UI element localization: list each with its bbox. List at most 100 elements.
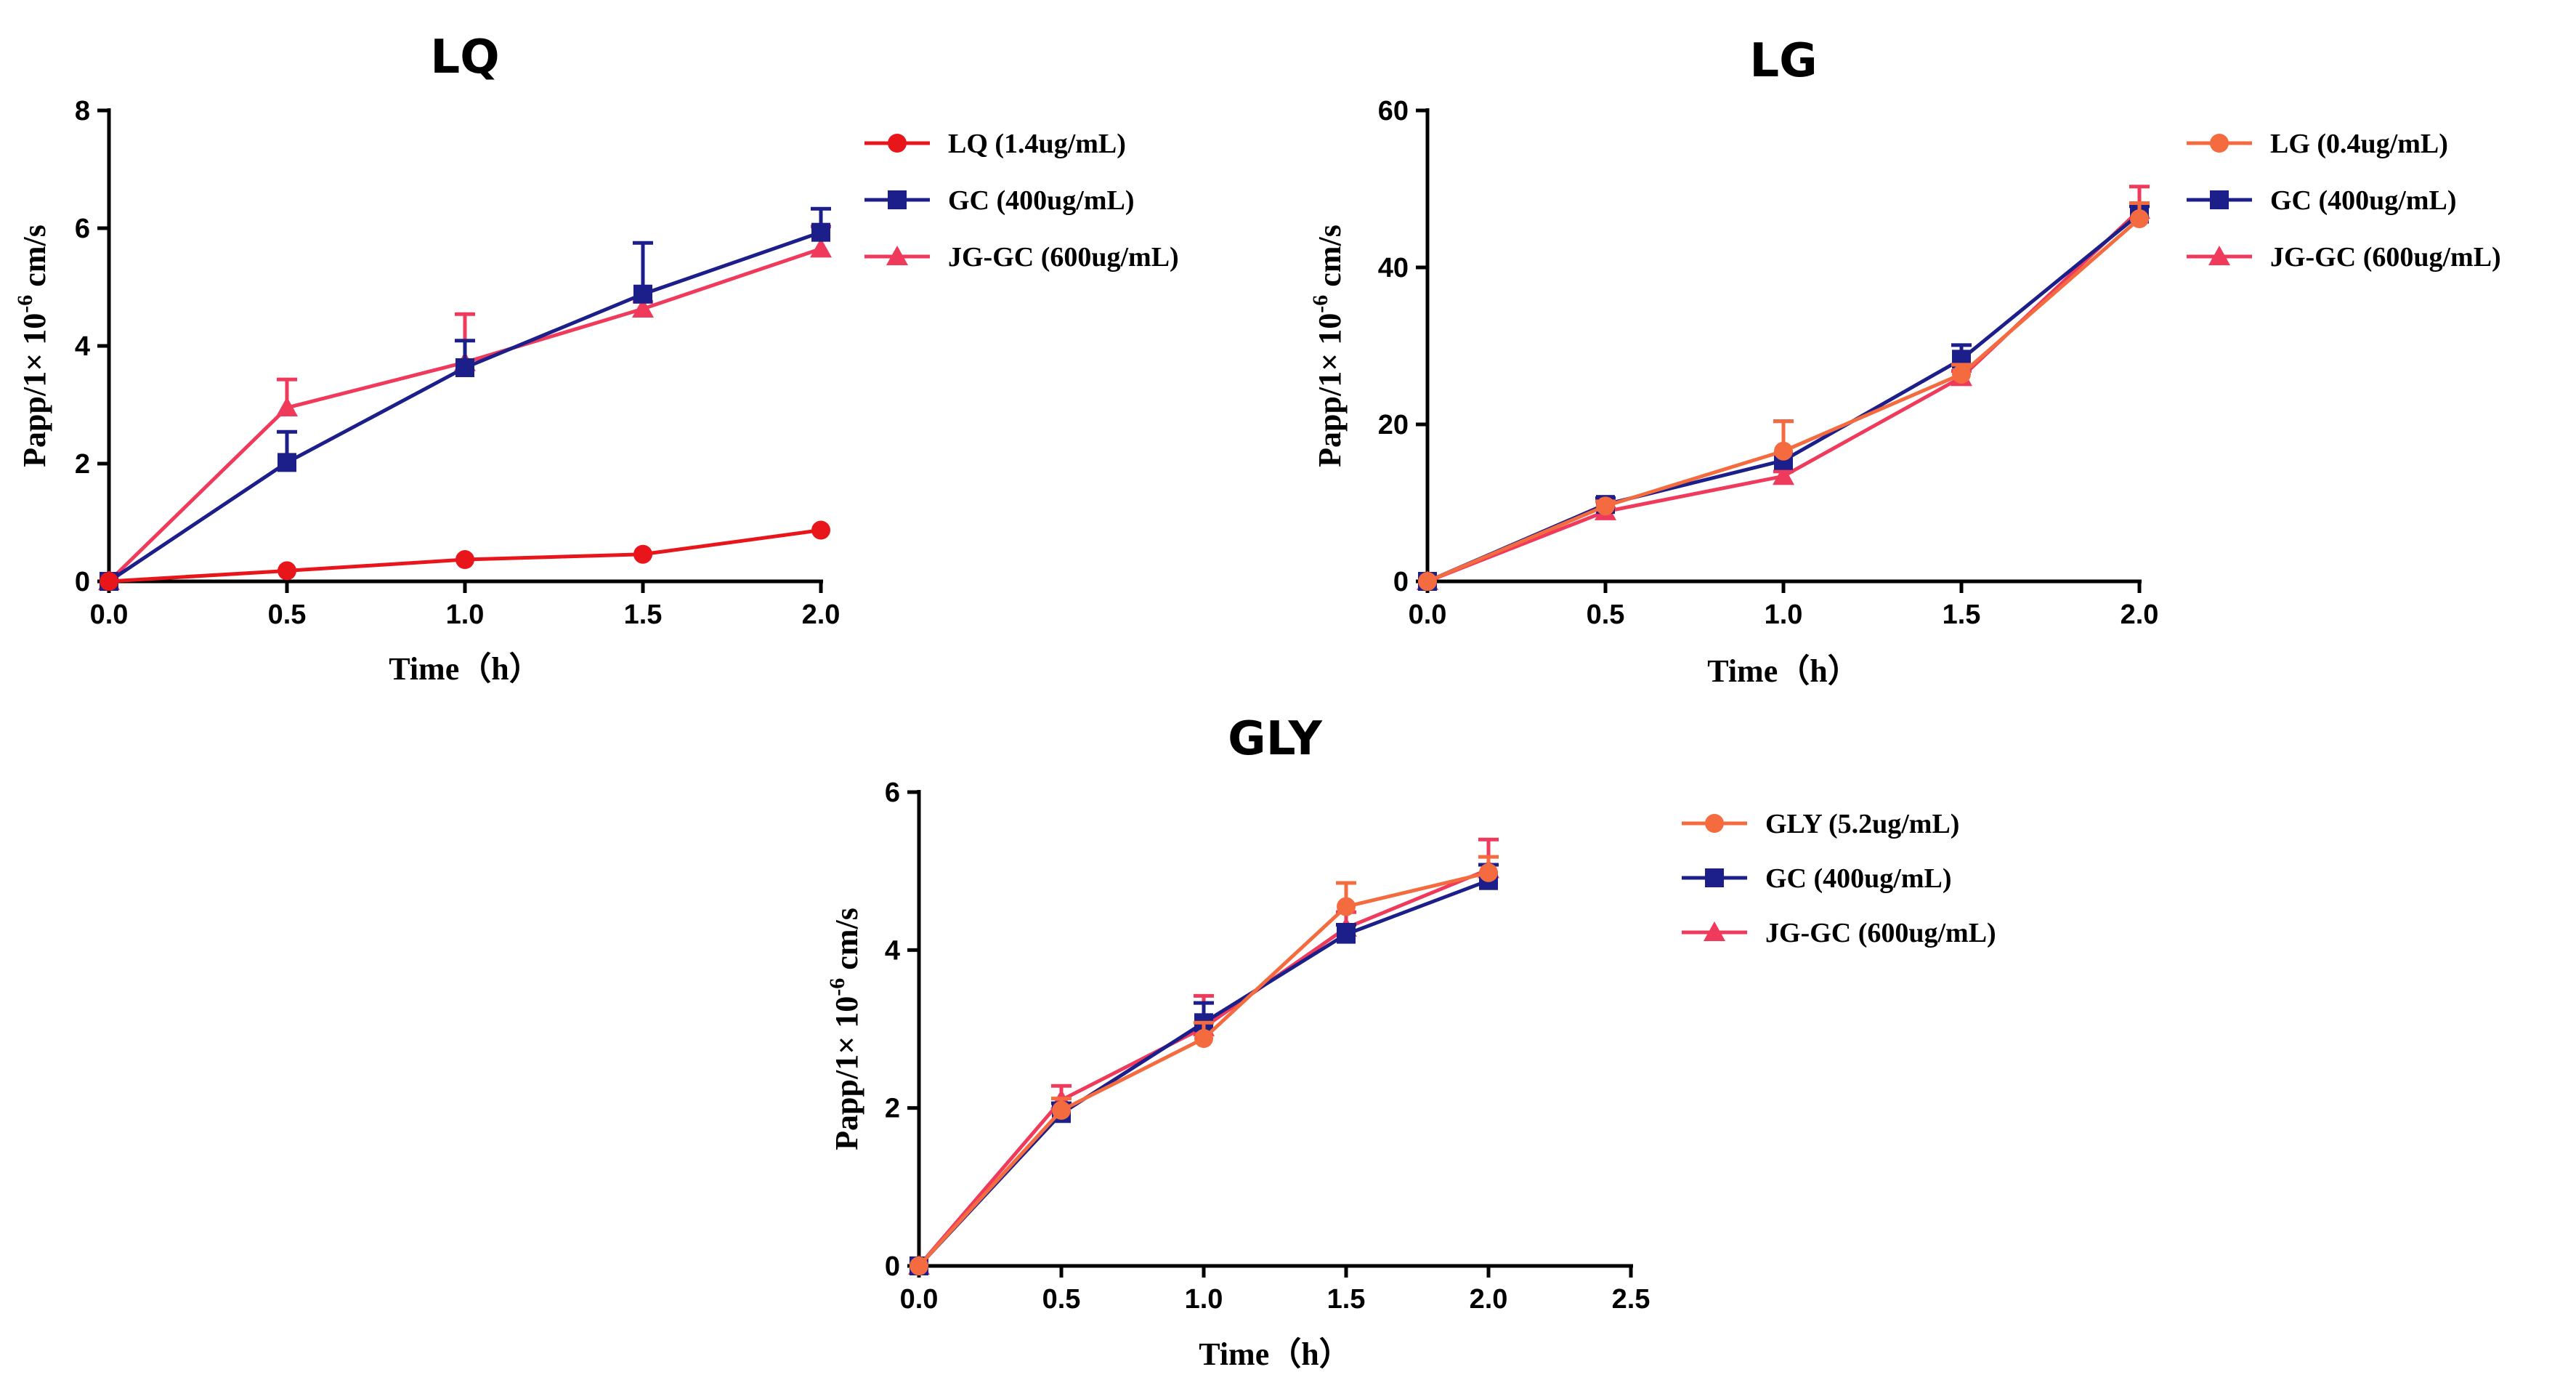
- legend-item: JG-GC (600ug/mL): [2187, 242, 2501, 273]
- y-tick-label: 2: [885, 1094, 900, 1124]
- series-line: [1427, 209, 2141, 584]
- y-axis-label: Papp/1× 10-6 cm/s: [825, 908, 864, 1150]
- y-tick-label: 8: [75, 96, 90, 126]
- legend-marker: [888, 134, 907, 153]
- chart-title: GLY: [1228, 712, 1322, 766]
- y-tick-label: 4: [75, 331, 90, 362]
- legend: GLY (5.2ug/mL) GC (400ug/mL) JG-GC (600ug/…: [1682, 809, 1996, 948]
- data-point: [811, 222, 830, 242]
- data-point: [633, 544, 652, 564]
- data-point: [810, 238, 832, 258]
- y-tick-label: 20: [1378, 410, 1409, 440]
- data-point: [1773, 465, 1794, 485]
- series-line: [918, 879, 1489, 1267]
- data-point: [278, 561, 296, 581]
- series-2: [910, 863, 1499, 1275]
- y-tick-label: 6: [885, 778, 900, 808]
- data-point: [455, 358, 474, 377]
- data-point: [1418, 572, 1437, 591]
- y-axis-label-exponent: -6: [13, 295, 37, 313]
- x-axis-label: Time（h）: [389, 651, 540, 687]
- chart-title: LG: [1749, 34, 1817, 88]
- x-tick-label: 1.5: [1327, 1284, 1366, 1315]
- legend-label: JG-GC (600ug/mL): [1765, 918, 1996, 948]
- series-3: [908, 837, 1499, 1275]
- legend-marker: [1705, 868, 1724, 887]
- series-2: [1418, 204, 2150, 591]
- data-point: [1337, 897, 1356, 916]
- legend-item: GC (400ug/mL): [1682, 863, 1952, 894]
- data-point: [278, 453, 296, 472]
- y-axis-label: Papp/1× 10-6 cm/s: [13, 225, 52, 467]
- x-tick-label: 2.5: [1612, 1284, 1650, 1315]
- series-2: [100, 206, 831, 591]
- chart-gly: GLY 0 2 4 6 0.0 0.5 1.0 1.5 2.0 2.5 Time（h） Papp/1× …: [825, 712, 1996, 1372]
- data-point: [1479, 863, 1498, 882]
- legend-item: JG-GC (600ug/mL): [1682, 918, 1996, 948]
- legend-item: JG-GC (600ug/mL): [864, 242, 1179, 273]
- y-axis-label-unit: cm/s: [17, 225, 52, 295]
- x-tick-label: 2.0: [802, 600, 841, 630]
- legend-item: GC (400ug/mL): [864, 185, 1135, 216]
- data-point: [455, 550, 474, 570]
- series-1: [100, 520, 830, 591]
- x-tick-label: 1.5: [1943, 600, 1981, 630]
- x-tick-label: 0.0: [1409, 600, 1447, 630]
- x-tick-label: 1.0: [1185, 1284, 1223, 1315]
- y-tick-label: 6: [75, 214, 90, 244]
- series-line: [108, 246, 822, 583]
- data-point: [1952, 364, 1971, 384]
- series-1: [1418, 201, 2150, 591]
- legend-label: JG-GC (600ug/mL): [2270, 242, 2501, 273]
- y-tick-label: 2: [75, 449, 90, 480]
- x-tick-label: 1.5: [624, 600, 663, 630]
- x-tick-label: 0.0: [900, 1284, 939, 1315]
- legend-label: JG-GC (600ug/mL): [948, 242, 1179, 273]
- legend: LQ (1.4ug/mL) GC (400ug/mL) JG-GC (600ug/m…: [864, 129, 1179, 273]
- data-point: [100, 572, 118, 591]
- legend-item: LG (0.4ug/mL): [2187, 129, 2448, 159]
- x-axis-label: Time（h）: [1199, 1336, 1350, 1372]
- chart-title: LQ: [430, 31, 499, 84]
- legend-label: GC (400ug/mL): [948, 185, 1135, 216]
- y-axis-label-main: Papp/1× 10: [1312, 313, 1348, 467]
- y-tick-label: 40: [1378, 253, 1409, 283]
- legend-item: LQ (1.4ug/mL): [864, 129, 1126, 159]
- legend-marker: [2208, 246, 2230, 265]
- data-point: [1337, 924, 1356, 944]
- legend-marker: [2210, 134, 2229, 153]
- legend-label: GLY (5.2ug/mL): [1765, 809, 1959, 839]
- legend-marker: [886, 246, 908, 265]
- data-point: [1194, 1029, 1213, 1049]
- legend-label: GC (400ug/mL): [1765, 863, 1952, 894]
- series-1: [910, 855, 1499, 1275]
- chart-lg: LG 0 20 40 60 0.0 0.5 1.0 1.5 2.0 Time（h） Papp/1× 1…: [1308, 34, 2501, 689]
- legend-marker: [1704, 921, 1725, 941]
- series-3: [1417, 185, 2150, 590]
- y-axis-label-unit: cm/s: [1312, 225, 1348, 295]
- data-point: [811, 520, 830, 540]
- series-line: [1427, 212, 2141, 584]
- legend-marker: [1705, 814, 1724, 833]
- x-tick-label: 0.5: [1587, 600, 1625, 630]
- series-3: [98, 225, 832, 590]
- legend-label: GC (400ug/mL): [2270, 185, 2457, 216]
- legend-label: LG (0.4ug/mL): [2270, 129, 2448, 159]
- x-tick-label: 0.0: [90, 600, 129, 630]
- data-point: [1774, 441, 1793, 461]
- y-axis-label-exponent: -6: [825, 978, 849, 996]
- data-point: [1052, 1100, 1071, 1120]
- legend-item: GLY (5.2ug/mL): [1682, 809, 1959, 839]
- y-tick-label: 0: [1393, 567, 1409, 597]
- y-axis-label-main: Papp/1× 10: [17, 313, 52, 467]
- x-tick-label: 2.0: [1470, 1284, 1508, 1315]
- data-point: [633, 284, 652, 304]
- series-line: [918, 871, 1489, 1267]
- y-tick-label: 0: [885, 1251, 900, 1282]
- legend-marker: [2210, 190, 2229, 209]
- y-tick-label: 4: [885, 935, 900, 966]
- y-axis-label: Papp/1× 10-6 cm/s: [1308, 225, 1348, 467]
- legend-marker: [888, 190, 907, 209]
- chart-lq: LQ 0 2 4 6 8 0.0 0.5 1.0 1.5 2.0 Time（h） Papp/1× 10-…: [13, 31, 1179, 687]
